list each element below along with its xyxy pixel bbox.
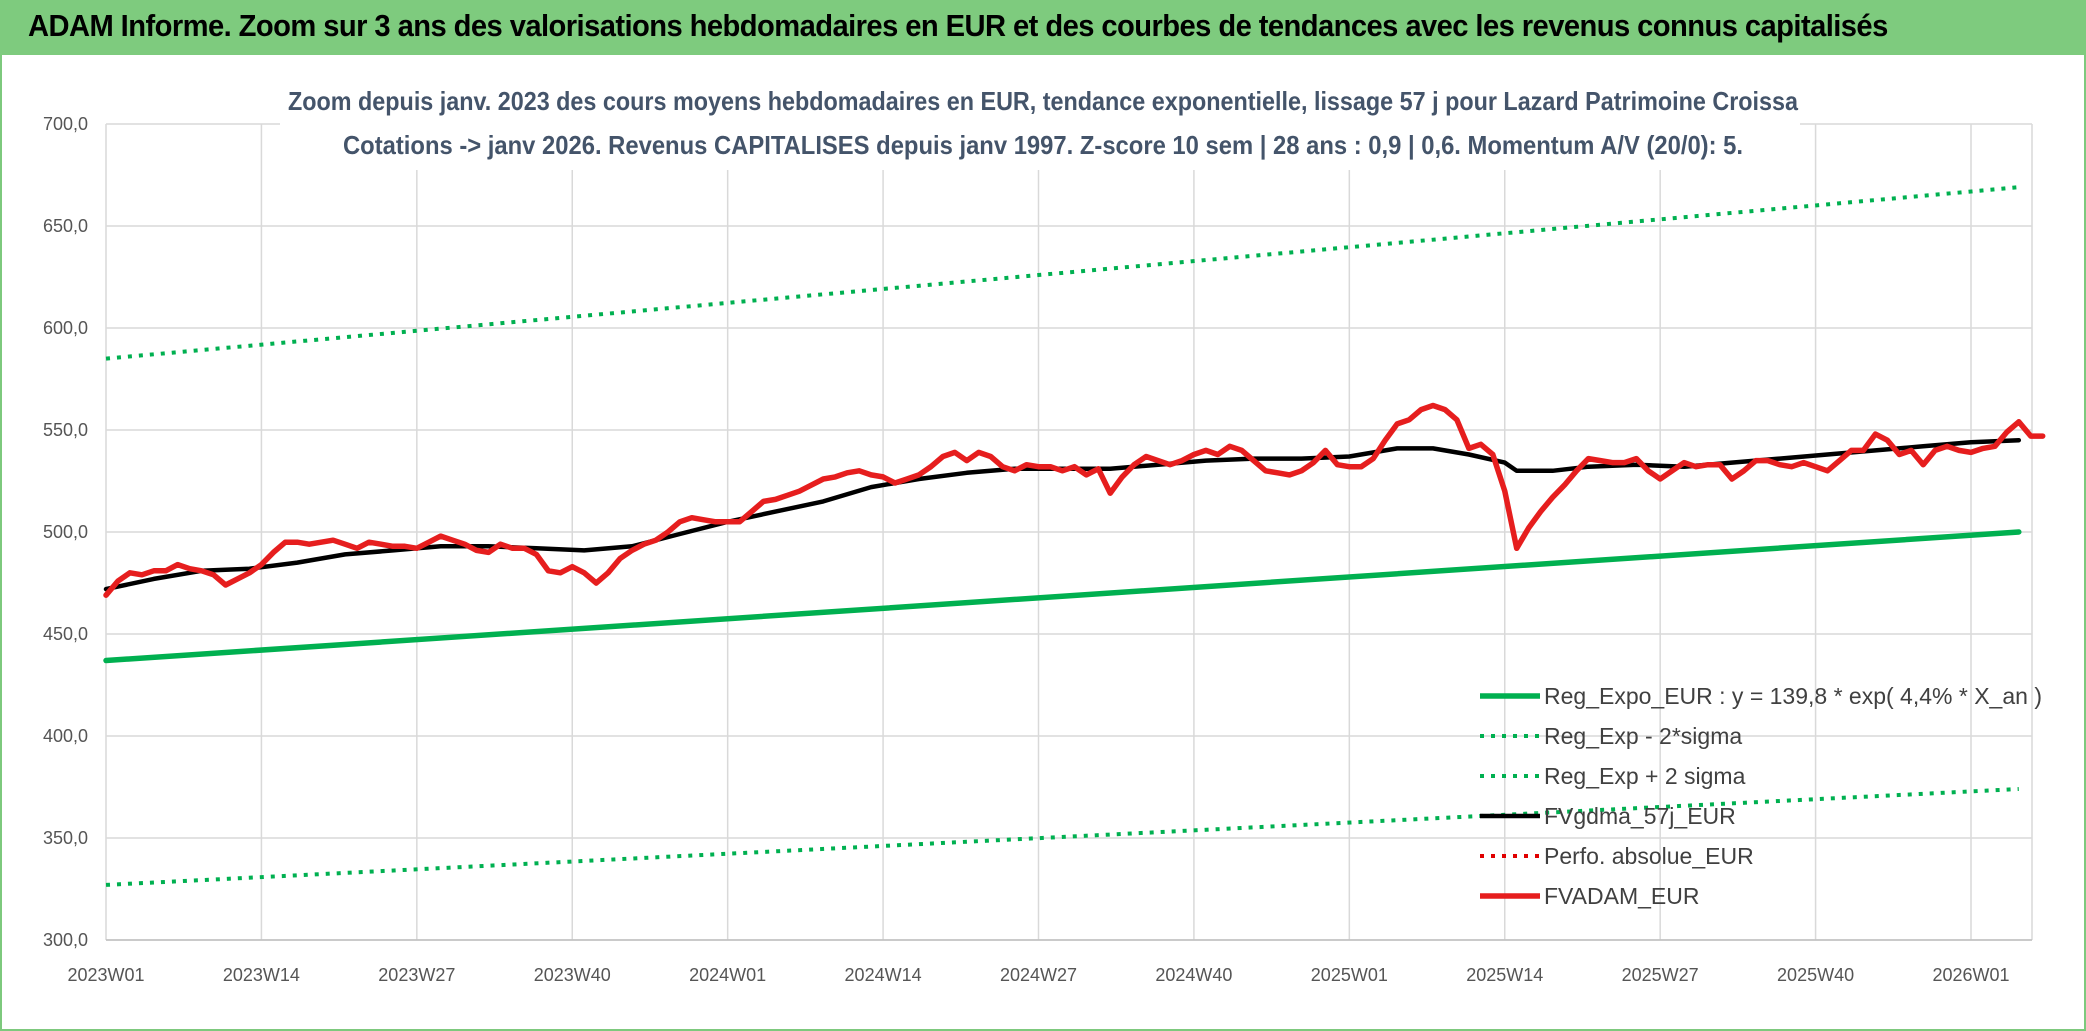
trend-line-upper-band: [103, 529, 2022, 664]
y-tick-label: 600,0: [43, 318, 88, 338]
x-tick-label: 2023W40: [534, 965, 611, 985]
legend-label: Reg_Exp + 2 sigma: [1544, 763, 1746, 789]
title-background: [280, 80, 1800, 170]
report-banner: ADAM Informe. Zoom sur 3 ans des valoris…: [0, 0, 2086, 55]
x-tick-label: 2025W14: [1466, 965, 1543, 985]
legend-item-regression: Reg_Expo_EUR : y = 139,8 * exp( 4,4% * X…: [1480, 683, 2042, 709]
x-tick-label: 2025W01: [1311, 965, 1388, 985]
x-tick-label: 2024W01: [689, 965, 766, 985]
trend-line-lower-band: [105, 787, 2019, 887]
y-tick-label: 550,0: [43, 420, 88, 440]
chart-title-line1: Zoom depuis janv. 2023 des cours moyens …: [288, 86, 1798, 116]
y-tick-label: 450,0: [43, 624, 88, 644]
chart-legend: Reg_Expo_EUR : y = 139,8 * exp( 4,4% * X…: [1480, 683, 2042, 909]
x-tick-label: 2023W27: [378, 965, 455, 985]
report-title: ADAM Informe. Zoom sur 3 ans des valoris…: [28, 8, 1888, 43]
chart-grid: [105, 123, 2033, 941]
x-tick-label: 2024W27: [1000, 965, 1077, 985]
x-tick-label: 2023W01: [67, 965, 144, 985]
y-tick-label: 500,0: [43, 522, 88, 542]
y-tick-label: 650,0: [43, 216, 88, 236]
legend-label: Reg_Expo_EUR : y = 139,8 * exp( 4,4% * X…: [1544, 683, 2042, 709]
x-axis-labels: 2023W01 2023W14 2023W27 2023W40 2024W01 2024W…: [67, 965, 2009, 985]
y-tick-label: 300,0: [43, 930, 88, 950]
x-tick-label: 2025W27: [1622, 965, 1699, 985]
y-tick-label: 350,0: [43, 828, 88, 848]
x-tick-label: 2024W40: [1155, 965, 1232, 985]
y-axis-labels: 300,0 350,0 400,0 450,0 500,0 550,0 600,0 650,0…: [43, 114, 88, 950]
y-tick-label: 400,0: [43, 726, 88, 746]
moving-average-line: [103, 437, 2022, 592]
y-tick-label: 700,0: [43, 114, 88, 134]
chart-title-line2: Cotations -> janv 2026. Revenus CAPITALI…: [343, 130, 1743, 160]
legend-label: FVADAM_EUR: [1544, 883, 1700, 909]
legend-item-upper-band: Reg_Exp + 2 sigma: [1480, 763, 1746, 789]
legend-item-moving-average: FVgdma_57j_EUR: [1480, 803, 1736, 829]
legend-label: Perfo. absolue_EUR: [1544, 843, 1754, 869]
legend-label: FVgdma_57j_EUR: [1544, 803, 1736, 829]
legend-item-absolute-perf: Perfo. absolue_EUR: [1480, 843, 1754, 869]
x-tick-label: 2025W40: [1777, 965, 1854, 985]
price-line: [103, 402, 2046, 598]
legend-item-price: FVADAM_EUR: [1480, 883, 1700, 909]
legend-label: Reg_Exp - 2*sigma: [1544, 723, 1742, 749]
trend-line-regression: [105, 185, 2019, 361]
x-tick-label: 2024W14: [845, 965, 922, 985]
x-tick-label: 2026W01: [1932, 965, 2009, 985]
chart-series: [103, 185, 2046, 887]
x-tick-label: 2023W14: [223, 965, 300, 985]
legend-item-lower-band: Reg_Exp - 2*sigma: [1480, 723, 1742, 749]
